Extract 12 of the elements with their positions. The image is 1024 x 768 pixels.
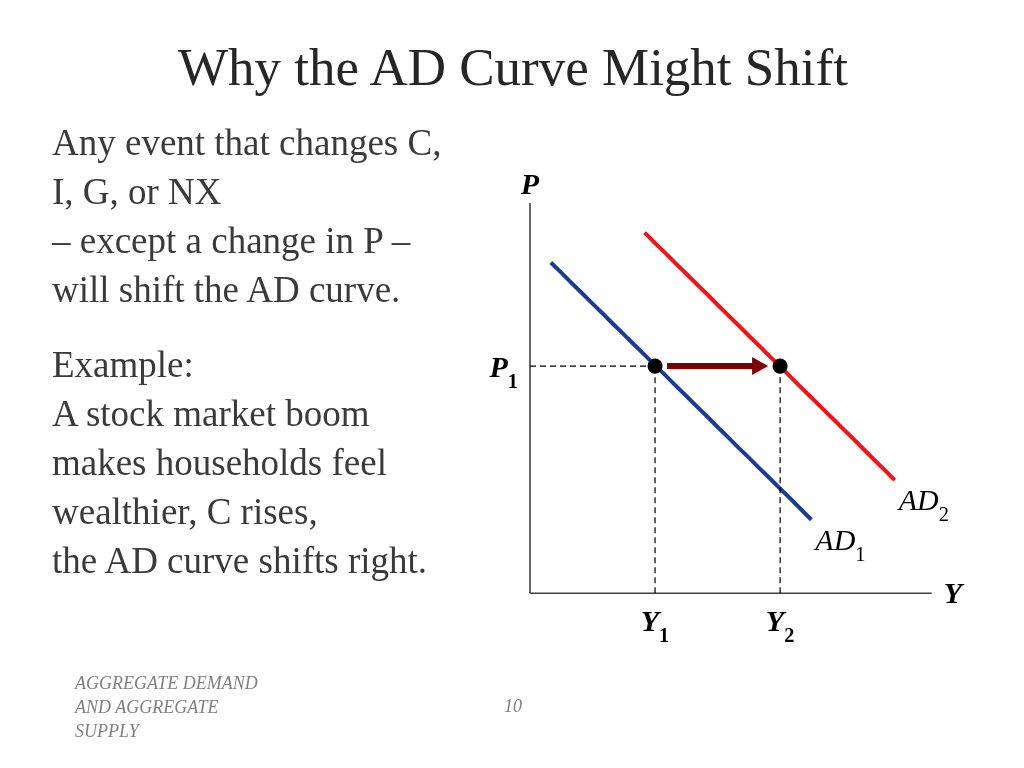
chart-title: Why the AD Curve Might Shift <box>178 38 849 96</box>
series-label: AD$_{1}$ <box>813 522 866 565</box>
text: 10 <box>504 696 522 716</box>
text: Any event that changes C, I, G, or NX – except a change in P – will shift the AD curve. <box>51 122 442 310</box>
x-tick-label: Y$_{2}$ <box>765 604 795 647</box>
text: Example: A stock market boom makes households feel wealthier, C rises, the AD curve shifts right. <box>52 344 428 581</box>
text: AGGREGATE DEMAND AND AGGREGATE SUPPLY <box>74 673 258 741</box>
y-axis-title: P <box>519 167 540 200</box>
x-axis-title: Y <box>943 576 965 610</box>
x-tick-label: Y$_{1}$ <box>640 604 670 647</box>
series-label: AD$_{2}$ <box>896 483 949 526</box>
series-label: P$_{1}$ <box>488 350 518 393</box>
